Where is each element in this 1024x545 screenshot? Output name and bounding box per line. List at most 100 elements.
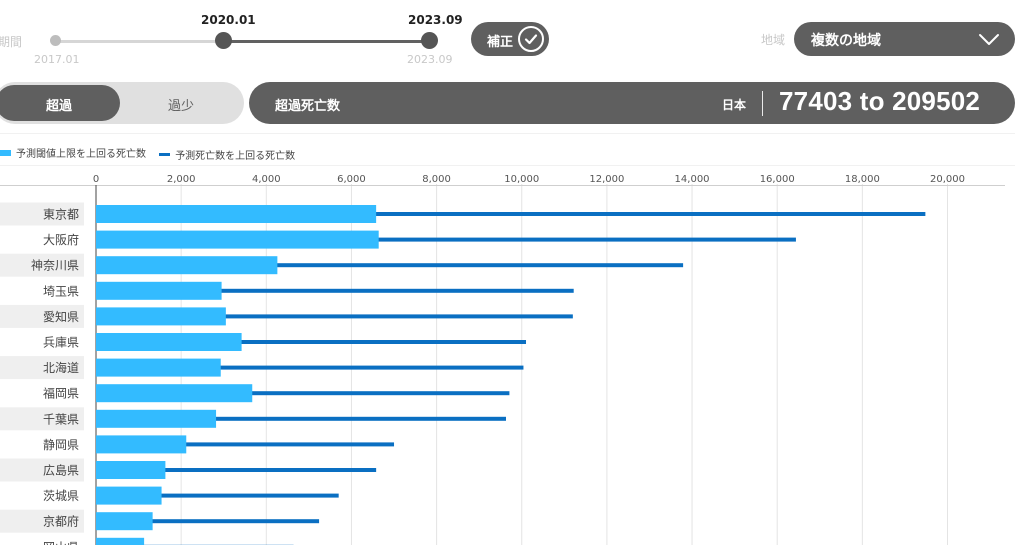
x-tick-label: 18,000 [845, 174, 880, 185]
divider [0, 165, 1015, 166]
category-label: 神奈川県 [31, 259, 79, 273]
bar-upper-bound [96, 409, 217, 428]
bar-upper-bound [96, 205, 377, 223]
category-label: 千葉県 [43, 412, 79, 426]
metric-title: 超過死亡数 [275, 99, 341, 114]
x-tick-label: 16,000 [760, 174, 795, 185]
chart-row: 愛知県 [0, 304, 573, 328]
bar-upper-bound [96, 486, 162, 505]
legend-label-upper-bound: 予測閾値上限を上回る死亡数 [16, 149, 146, 160]
bar-upper-bound [96, 333, 242, 351]
mode-option-deficit-label[interactable]: 過少 [168, 99, 195, 114]
x-tick-label: 20,000 [930, 174, 965, 185]
bar-chart: 0 2,000 4,000 6,000 8,000 10,000 12,000 14,000 1… [0, 174, 1005, 545]
mode-option-excess-label: 超過 [46, 99, 73, 114]
chart-row: 広島県 [0, 458, 377, 482]
chart-row: 兵庫県 [43, 333, 527, 351]
x-tick-label: 4,000 [252, 174, 281, 185]
x-tick-label: 14,000 [675, 174, 710, 185]
category-label: 大阪府 [43, 232, 79, 247]
bar-predicted [96, 340, 527, 344]
region-select[interactable] [794, 22, 1015, 56]
chart-row: 東京都 [0, 202, 926, 226]
x-tick-label: 8,000 [422, 174, 451, 185]
bar-upper-bound [96, 537, 145, 545]
category-label-bg [0, 509, 84, 533]
category-label: 京都府 [43, 514, 79, 529]
mode-option-excess[interactable] [0, 85, 120, 121]
category-label-bg [0, 304, 84, 328]
bar-predicted [96, 237, 796, 242]
chart-legend: 予測閾値上限を上回る死亡数 予測死亡数を上回る死亡数 [0, 145, 305, 162]
bar-predicted [96, 288, 574, 293]
period-slider-selected-range [223, 40, 429, 43]
legend-item-upper-bound: 予測閾値上限を上回る死亡数 [0, 145, 146, 160]
bar-predicted [96, 416, 506, 421]
region-select-value: 複数の地域 [811, 33, 881, 49]
x-tick-label: 10,000 [504, 174, 539, 185]
metric-header [249, 82, 1015, 124]
bar-predicted [96, 493, 339, 498]
period-label: 期間 [0, 35, 23, 49]
check-icon[interactable] [518, 26, 544, 52]
bar-upper-bound [96, 512, 153, 531]
legend-item-predicted: 予測死亡数を上回る死亡数 [159, 147, 295, 162]
bar-predicted [96, 212, 926, 216]
bar-predicted [96, 468, 377, 472]
slider-end-handle[interactable] [421, 32, 438, 49]
x-tick-label: 0 [93, 174, 99, 185]
category-label: 埼玉県 [43, 284, 79, 298]
x-tick-label: 6,000 [337, 174, 366, 185]
chart-row: 埼玉県 [43, 281, 574, 300]
chart-row: 福岡県 [43, 384, 510, 403]
category-label-bg [0, 407, 84, 431]
slider-start-handle[interactable] [215, 32, 232, 49]
bar-upper-bound [96, 384, 253, 403]
bar-predicted [96, 314, 573, 319]
chart-row: 北海道 [0, 356, 524, 380]
category-label: 兵庫県 [43, 336, 79, 350]
category-label: 静岡県 [43, 438, 79, 452]
x-tick-label: 12,000 [589, 174, 624, 185]
category-label: 愛知県 [43, 310, 79, 324]
slider-start-value: 2020.01 [201, 13, 256, 27]
bar-upper-bound [96, 358, 221, 377]
category-label-bg [0, 253, 84, 277]
region-label: 地域 [761, 33, 786, 47]
slider-max-label: 2023.09 [407, 53, 453, 66]
chart-row: 神奈川県 [0, 253, 684, 277]
metric-divider [762, 91, 763, 116]
slider-min-label: 2017.01 [34, 53, 80, 66]
legend-swatch-predicted [159, 152, 171, 156]
category-label-bg [0, 458, 84, 482]
chevron-down-icon[interactable] [978, 32, 1000, 51]
bar-upper-bound [96, 435, 187, 454]
chart-row: 千葉県 [0, 407, 506, 431]
legend-label-predicted: 予測死亡数を上回る死亡数 [175, 150, 296, 162]
category-label: 東京都 [43, 208, 79, 222]
slider-end-value: 2023.09 [408, 13, 463, 27]
chart-row: 茨城県 [43, 486, 339, 505]
category-label: 茨城県 [43, 489, 79, 503]
slider-min-marker [50, 35, 61, 46]
bar-predicted [96, 391, 510, 396]
chart-row: 岡山県 [43, 537, 294, 545]
category-label: 岡山県 [43, 540, 79, 545]
bar-predicted [96, 519, 320, 524]
bar-predicted [96, 365, 524, 370]
legend-swatch-upper-bound [0, 149, 11, 156]
chart-row: 京都府 [0, 509, 320, 533]
bar-upper-bound [96, 256, 278, 275]
category-label: 北海道 [43, 360, 79, 375]
x-tick-label: 2,000 [167, 174, 196, 185]
category-label: 広島県 [43, 463, 79, 478]
chart-row: 静岡県 [43, 435, 395, 454]
category-label-bg [0, 202, 84, 226]
chart-row: 大阪府 [43, 230, 796, 249]
bar-predicted [96, 263, 684, 268]
bar-upper-bound [96, 281, 222, 300]
bar-predicted [96, 442, 395, 447]
category-label-bg [0, 356, 84, 380]
bar-upper-bound [96, 230, 379, 249]
metric-region: 日本 [722, 98, 747, 112]
